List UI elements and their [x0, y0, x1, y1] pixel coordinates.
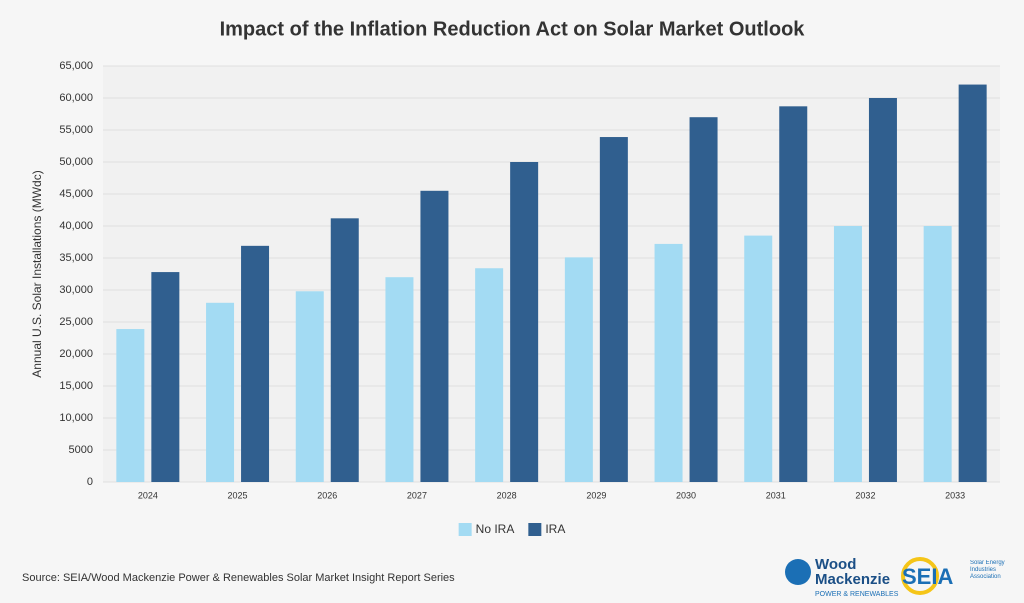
bar [241, 245, 270, 482]
bar [330, 218, 359, 482]
legend-swatch [458, 523, 472, 536]
bar [779, 106, 808, 482]
logo-icon [901, 557, 939, 595]
y-tick-label: 45,000 [59, 188, 93, 200]
y-tick-label: 40,000 [59, 220, 93, 232]
x-tick-label: 2025 [228, 490, 248, 500]
bar [564, 257, 593, 482]
legend-label: No IRA [476, 522, 515, 536]
y-tick-label: 0 [87, 476, 93, 488]
logo-seia: SEIA Solar Energy Industries Association [901, 557, 1005, 595]
y-tick-label: 10,000 [59, 412, 93, 424]
x-tick-label: 2029 [586, 490, 606, 500]
logo-text: SEIA [902, 564, 953, 589]
bar [923, 226, 952, 482]
bar [151, 272, 180, 482]
legend: No IRA IRA [458, 522, 565, 536]
y-axis-label: Annual U.S. Solar Installations (MWdc) [30, 170, 44, 377]
bar [833, 226, 862, 482]
x-tick-label: 2032 [855, 490, 875, 500]
bar [206, 302, 235, 482]
bar [475, 268, 504, 482]
logo-text: Wood [815, 556, 856, 573]
y-tick-label: 20,000 [59, 348, 93, 360]
bar [744, 235, 773, 482]
plot-area [103, 66, 1000, 482]
logo-text: POWER & RENEWABLES [815, 591, 899, 598]
bar [385, 277, 414, 482]
y-tick-label: 25,000 [59, 316, 93, 328]
bar [510, 162, 539, 482]
logo-subtext: Solar Energy Industries Association [970, 560, 1005, 580]
bar [295, 291, 324, 482]
bar [654, 243, 683, 482]
x-tick-label: 2028 [497, 490, 517, 500]
x-tick-label: 2033 [945, 490, 965, 500]
bar [958, 84, 987, 482]
x-tick-label: 2031 [766, 490, 786, 500]
bar [420, 190, 449, 483]
legend-item: IRA [528, 522, 565, 536]
source: Source: SEIA/Wood Mackenzie Power & Rene… [22, 572, 455, 584]
bar [868, 98, 897, 482]
y-tick-label: 30,000 [59, 284, 93, 296]
logo-icon [785, 559, 811, 585]
logo-text: Solar Energy Industries Association [970, 560, 1005, 580]
y-tick-label: 35,000 [59, 252, 93, 264]
y-tick-label: 15,000 [59, 380, 93, 392]
x-tick-label: 2030 [676, 490, 696, 500]
legend-item: No IRA [458, 522, 515, 536]
bar [599, 137, 628, 483]
x-tick-label: 2027 [407, 490, 427, 500]
logo-wood-mackenzie: Wood Mackenzie POWER & RENEWABLES [785, 556, 899, 598]
chart-title: Impact of the Inflation Reduction Act on… [220, 18, 806, 40]
logo-text: Mackenzie [815, 571, 890, 588]
y-tick-label: 55,000 [59, 124, 93, 136]
y-tick-label: 60,000 [59, 92, 93, 104]
bar [689, 117, 718, 482]
y-tick-label: 5000 [69, 444, 93, 456]
y-tick-label: 50,000 [59, 156, 93, 168]
x-tick-label: 2026 [317, 490, 337, 500]
legend-label: IRA [545, 522, 565, 536]
bar [116, 329, 145, 482]
x-tick-label: 2024 [138, 490, 158, 500]
y-tick-label: 65,000 [59, 60, 93, 72]
legend-swatch [528, 523, 542, 536]
